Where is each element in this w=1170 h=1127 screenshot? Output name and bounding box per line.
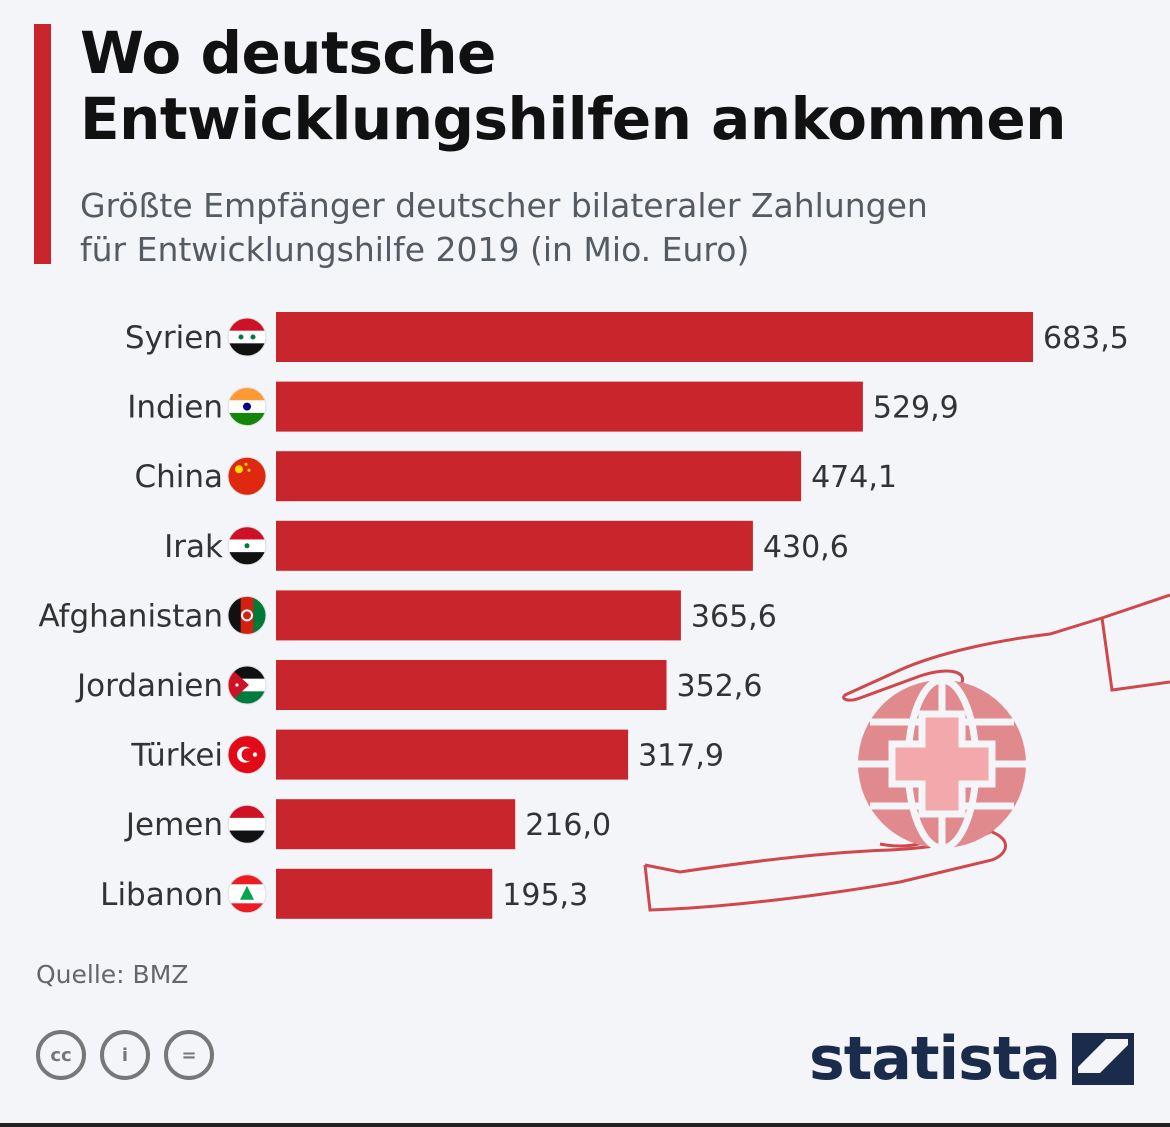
value-label: 352,6 [677,669,763,704]
bar-jemen [276,799,516,850]
value-label: 195,3 [502,878,588,913]
value-label: 683,5 [1043,321,1129,356]
source-note: Quelle: BMZ [36,960,189,989]
category-label: Libanon [100,877,223,913]
title-line-1: Wo deutsche [80,19,496,87]
category-label: Jemen [124,807,223,843]
flag-ring [227,387,267,427]
flag-ring [227,735,267,775]
attribution-icon[interactable]: i [100,1030,150,1080]
category-label: China [134,459,223,495]
chart-title: Wo deutsche Entwicklungshilfen ankommen [80,20,1160,152]
statista-logo[interactable]: statista [809,1024,1134,1094]
no-derivatives-icon[interactable]: = [164,1030,214,1080]
category-label: Türkei [130,738,223,774]
value-label: 365,6 [691,599,777,634]
yemen-flag-icon [227,804,267,844]
category-label: Jordanien [75,668,223,704]
iraq-flag-icon [227,526,267,566]
value-label: 430,6 [763,530,849,565]
license-icons: cc i = [36,1030,214,1080]
bottom-border [0,1123,1170,1127]
value-label: 474,1 [811,460,897,495]
flag-ring [227,317,267,357]
china-flag-icon [227,456,267,496]
statista-logo-icon [1072,1033,1134,1085]
bar-jordanien [276,660,667,710]
category-label: Indien [127,390,223,426]
category-label: Syrien [125,320,223,356]
category-label: Afghanistan [38,598,223,634]
upper-hand-icon [842,593,1170,730]
title-line-2: Entwicklungshilfen ankommen [80,85,1066,153]
bar-türkei [276,729,629,780]
subtitle-line-1: Größte Empfänger deutscher bilateraler Z… [80,186,928,225]
bar-syrien [276,312,1033,362]
statista-logo-text: statista [808,1024,1061,1094]
bar-afghanistan [276,590,681,641]
bar-indien [276,381,863,432]
syria-flag-icon [227,317,267,357]
medical-globe-icon [858,676,1026,852]
flag-ring [227,456,267,496]
value-label: 216,0 [525,808,611,843]
bar-chart: Syrien 683,5 Indien 529,9 China 474,1 Irak 430,… [38,312,1129,919]
chart-subtitle: Größte Empfänger deutscher bilateraler Z… [80,184,1080,272]
turkey-flag-icon [227,735,267,775]
title-accent-bar [34,24,51,264]
category-label: Irak [164,529,223,565]
lebanon-flag-icon [227,874,267,914]
bar-china [276,451,802,502]
bar-libanon [276,868,493,919]
flag-ring [227,665,267,705]
india-flag-icon [227,387,267,427]
flag-ring [227,874,267,914]
afghanistan-flag-icon [227,595,267,635]
value-label: 529,9 [873,391,959,426]
bar-irak [276,520,753,571]
helping-hands-globe-illustration [643,593,1170,912]
creative-commons-icon[interactable]: cc [36,1030,86,1080]
subtitle-line-2: für Entwicklungshilfe 2019 (in Mio. Euro… [80,230,750,269]
value-label: 317,9 [638,739,724,774]
flag-ring [227,804,267,844]
flag-ring [227,595,267,635]
flag-ring [227,526,267,566]
jordan-flag-icon [227,665,267,705]
